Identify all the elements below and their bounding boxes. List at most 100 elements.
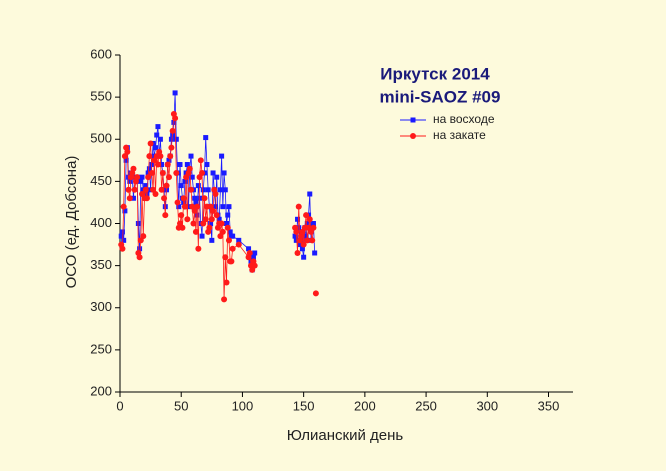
marker [140, 233, 147, 240]
y-tick-label: 350 [90, 257, 112, 272]
y-tick-label: 450 [90, 173, 112, 188]
marker [216, 216, 222, 222]
marker [295, 203, 302, 210]
marker [299, 246, 305, 252]
marker [184, 216, 191, 223]
marker [176, 204, 182, 210]
marker [224, 224, 231, 231]
marker [204, 162, 210, 168]
marker [220, 204, 226, 210]
marker [172, 115, 179, 122]
marker [162, 204, 168, 210]
marker [167, 153, 174, 160]
legend-marker [410, 133, 416, 139]
x-axis-label: Юлианский день [287, 427, 404, 444]
x-tick-label: 100 [232, 398, 254, 413]
legend-marker [410, 117, 416, 123]
marker [219, 153, 225, 159]
marker [200, 187, 206, 193]
x-tick-label: 200 [354, 398, 376, 413]
marker [224, 221, 230, 226]
marker [193, 199, 199, 205]
chart-title: Иркутск 2014 [380, 64, 490, 83]
marker [135, 221, 141, 226]
x-tick-label: 350 [538, 398, 560, 413]
chart-subtitle: mini-SAOZ #09 [380, 87, 501, 106]
marker [123, 157, 129, 163]
marker [250, 254, 256, 260]
marker [179, 224, 186, 231]
marker [159, 162, 165, 168]
marker [119, 245, 126, 252]
marker [304, 237, 311, 244]
marker [300, 241, 307, 248]
y-tick-label: 200 [90, 383, 112, 398]
marker [192, 195, 198, 201]
marker [154, 161, 161, 168]
marker [212, 204, 218, 210]
marker [221, 170, 227, 176]
marker [148, 169, 155, 176]
marker [246, 246, 252, 252]
x-tick-label: 50 [174, 398, 188, 413]
marker [195, 183, 201, 189]
marker [199, 233, 205, 239]
marker [235, 241, 242, 248]
marker [312, 250, 318, 256]
marker [197, 157, 204, 164]
marker [297, 242, 303, 248]
series-line [120, 92, 316, 270]
marker [125, 186, 132, 193]
marker [218, 220, 225, 227]
legend-label: на закате [433, 128, 486, 142]
marker [203, 135, 209, 141]
marker [169, 127, 176, 134]
marker [195, 245, 202, 252]
marker [163, 182, 170, 189]
marker [182, 178, 188, 184]
marker [180, 195, 187, 202]
marker [236, 237, 242, 243]
marker [158, 186, 165, 193]
marker [166, 157, 172, 163]
marker [139, 174, 145, 180]
marker [206, 224, 213, 231]
marker [122, 208, 128, 214]
marker [251, 262, 258, 269]
marker [246, 249, 253, 256]
marker [184, 162, 190, 168]
marker [152, 191, 159, 198]
marker [221, 296, 228, 303]
marker [121, 237, 127, 243]
marker [162, 212, 169, 219]
marker [190, 220, 197, 227]
marker [177, 162, 183, 168]
marker [145, 174, 152, 181]
marker [188, 186, 195, 193]
marker [143, 183, 149, 189]
marker [143, 195, 150, 202]
x-tick-label: 300 [476, 398, 498, 413]
marker [173, 136, 179, 142]
marker [161, 195, 168, 202]
marker [171, 119, 177, 125]
marker [295, 216, 301, 222]
y-tick-label: 550 [90, 89, 112, 104]
marker [146, 166, 152, 172]
marker [292, 233, 298, 239]
marker [222, 187, 228, 193]
marker [210, 207, 217, 214]
marker [155, 124, 161, 130]
marker [293, 237, 299, 243]
marker [165, 174, 172, 181]
marker [130, 195, 136, 201]
marker [213, 212, 220, 219]
marker [229, 245, 236, 252]
marker [201, 195, 208, 202]
marker [219, 228, 226, 235]
y-tick-label: 250 [90, 341, 112, 356]
marker [173, 169, 180, 176]
marker [212, 191, 219, 198]
marker [120, 203, 127, 210]
